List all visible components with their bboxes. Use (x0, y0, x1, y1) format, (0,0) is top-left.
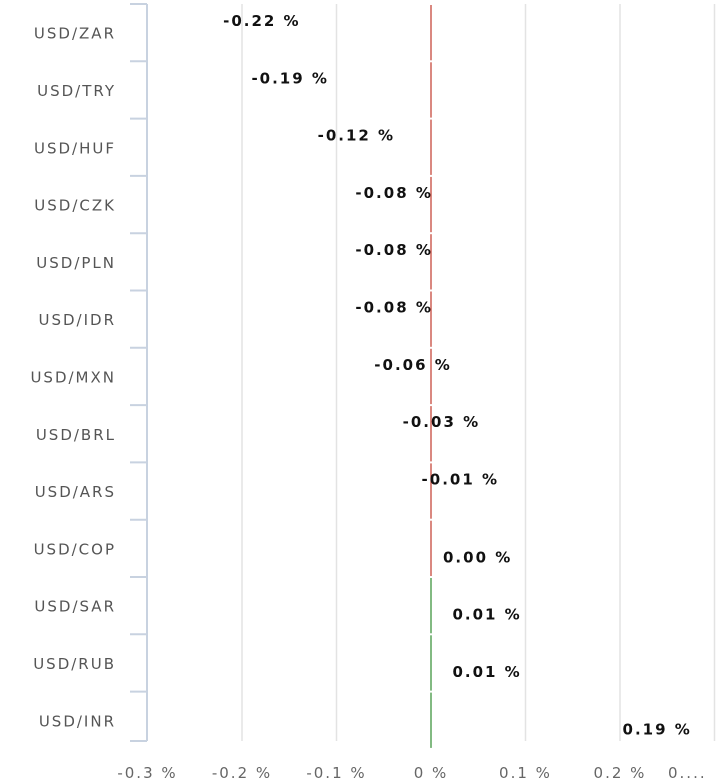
y-axis (130, 3, 148, 742)
x-tick-label: -0.2 % (212, 764, 272, 782)
category-label: USD/TRY (37, 82, 116, 100)
category-label: USD/BRL (36, 426, 116, 444)
data-label: 0.19 % (623, 720, 692, 738)
x-tick-labels: -0.3 % -0.2 % -0.1 % 0 % 0.1 % 0.2 % 0.... (117, 764, 707, 782)
category-label: USD/IDR (38, 311, 116, 329)
x-tick-label: 0.2 % (594, 764, 647, 782)
x-tick-label: -0.3 % (117, 764, 177, 782)
data-label: 0.00 % (443, 548, 512, 566)
data-labels: -0.22 % -0.19 % -0.12 % -0.08 % -0.08 % -0.08… (223, 12, 692, 738)
data-label: -0.22 % (223, 12, 301, 30)
data-label: -0.19 % (251, 69, 329, 87)
category-label: USD/COP (34, 540, 116, 558)
category-label: USD/SAR (34, 598, 116, 616)
data-label: -0.06 % (374, 356, 452, 374)
category-label: USD/PLN (36, 254, 116, 272)
category-labels: USD/ZAR USD/TRY USD/HUF USD/CZK USD/PLN USD/I… (30, 25, 116, 731)
category-label: USD/HUF (34, 139, 116, 157)
category-label: USD/ZAR (34, 25, 116, 43)
data-label: -0.03 % (403, 413, 481, 431)
data-label: -0.08 % (355, 299, 433, 317)
x-tick-label: 0 % (414, 764, 449, 782)
data-label: 0.01 % (452, 663, 521, 681)
category-label: USD/INR (39, 712, 116, 730)
data-label: 0.01 % (452, 606, 521, 624)
category-label: USD/CZK (34, 197, 116, 215)
x-tick-label: 0.... (668, 764, 707, 782)
x-tick-label: -0.1 % (306, 764, 366, 782)
category-label: USD/ARS (35, 483, 116, 501)
data-label: -0.08 % (355, 184, 433, 202)
category-label: USD/MXN (30, 368, 116, 386)
x-tick-label: 0.1 % (499, 764, 552, 782)
data-label: -0.12 % (318, 127, 396, 145)
data-label: -0.01 % (422, 470, 500, 488)
data-label: -0.08 % (355, 241, 433, 259)
category-label: USD/RUB (33, 655, 116, 673)
grid-lines (241, 4, 716, 741)
